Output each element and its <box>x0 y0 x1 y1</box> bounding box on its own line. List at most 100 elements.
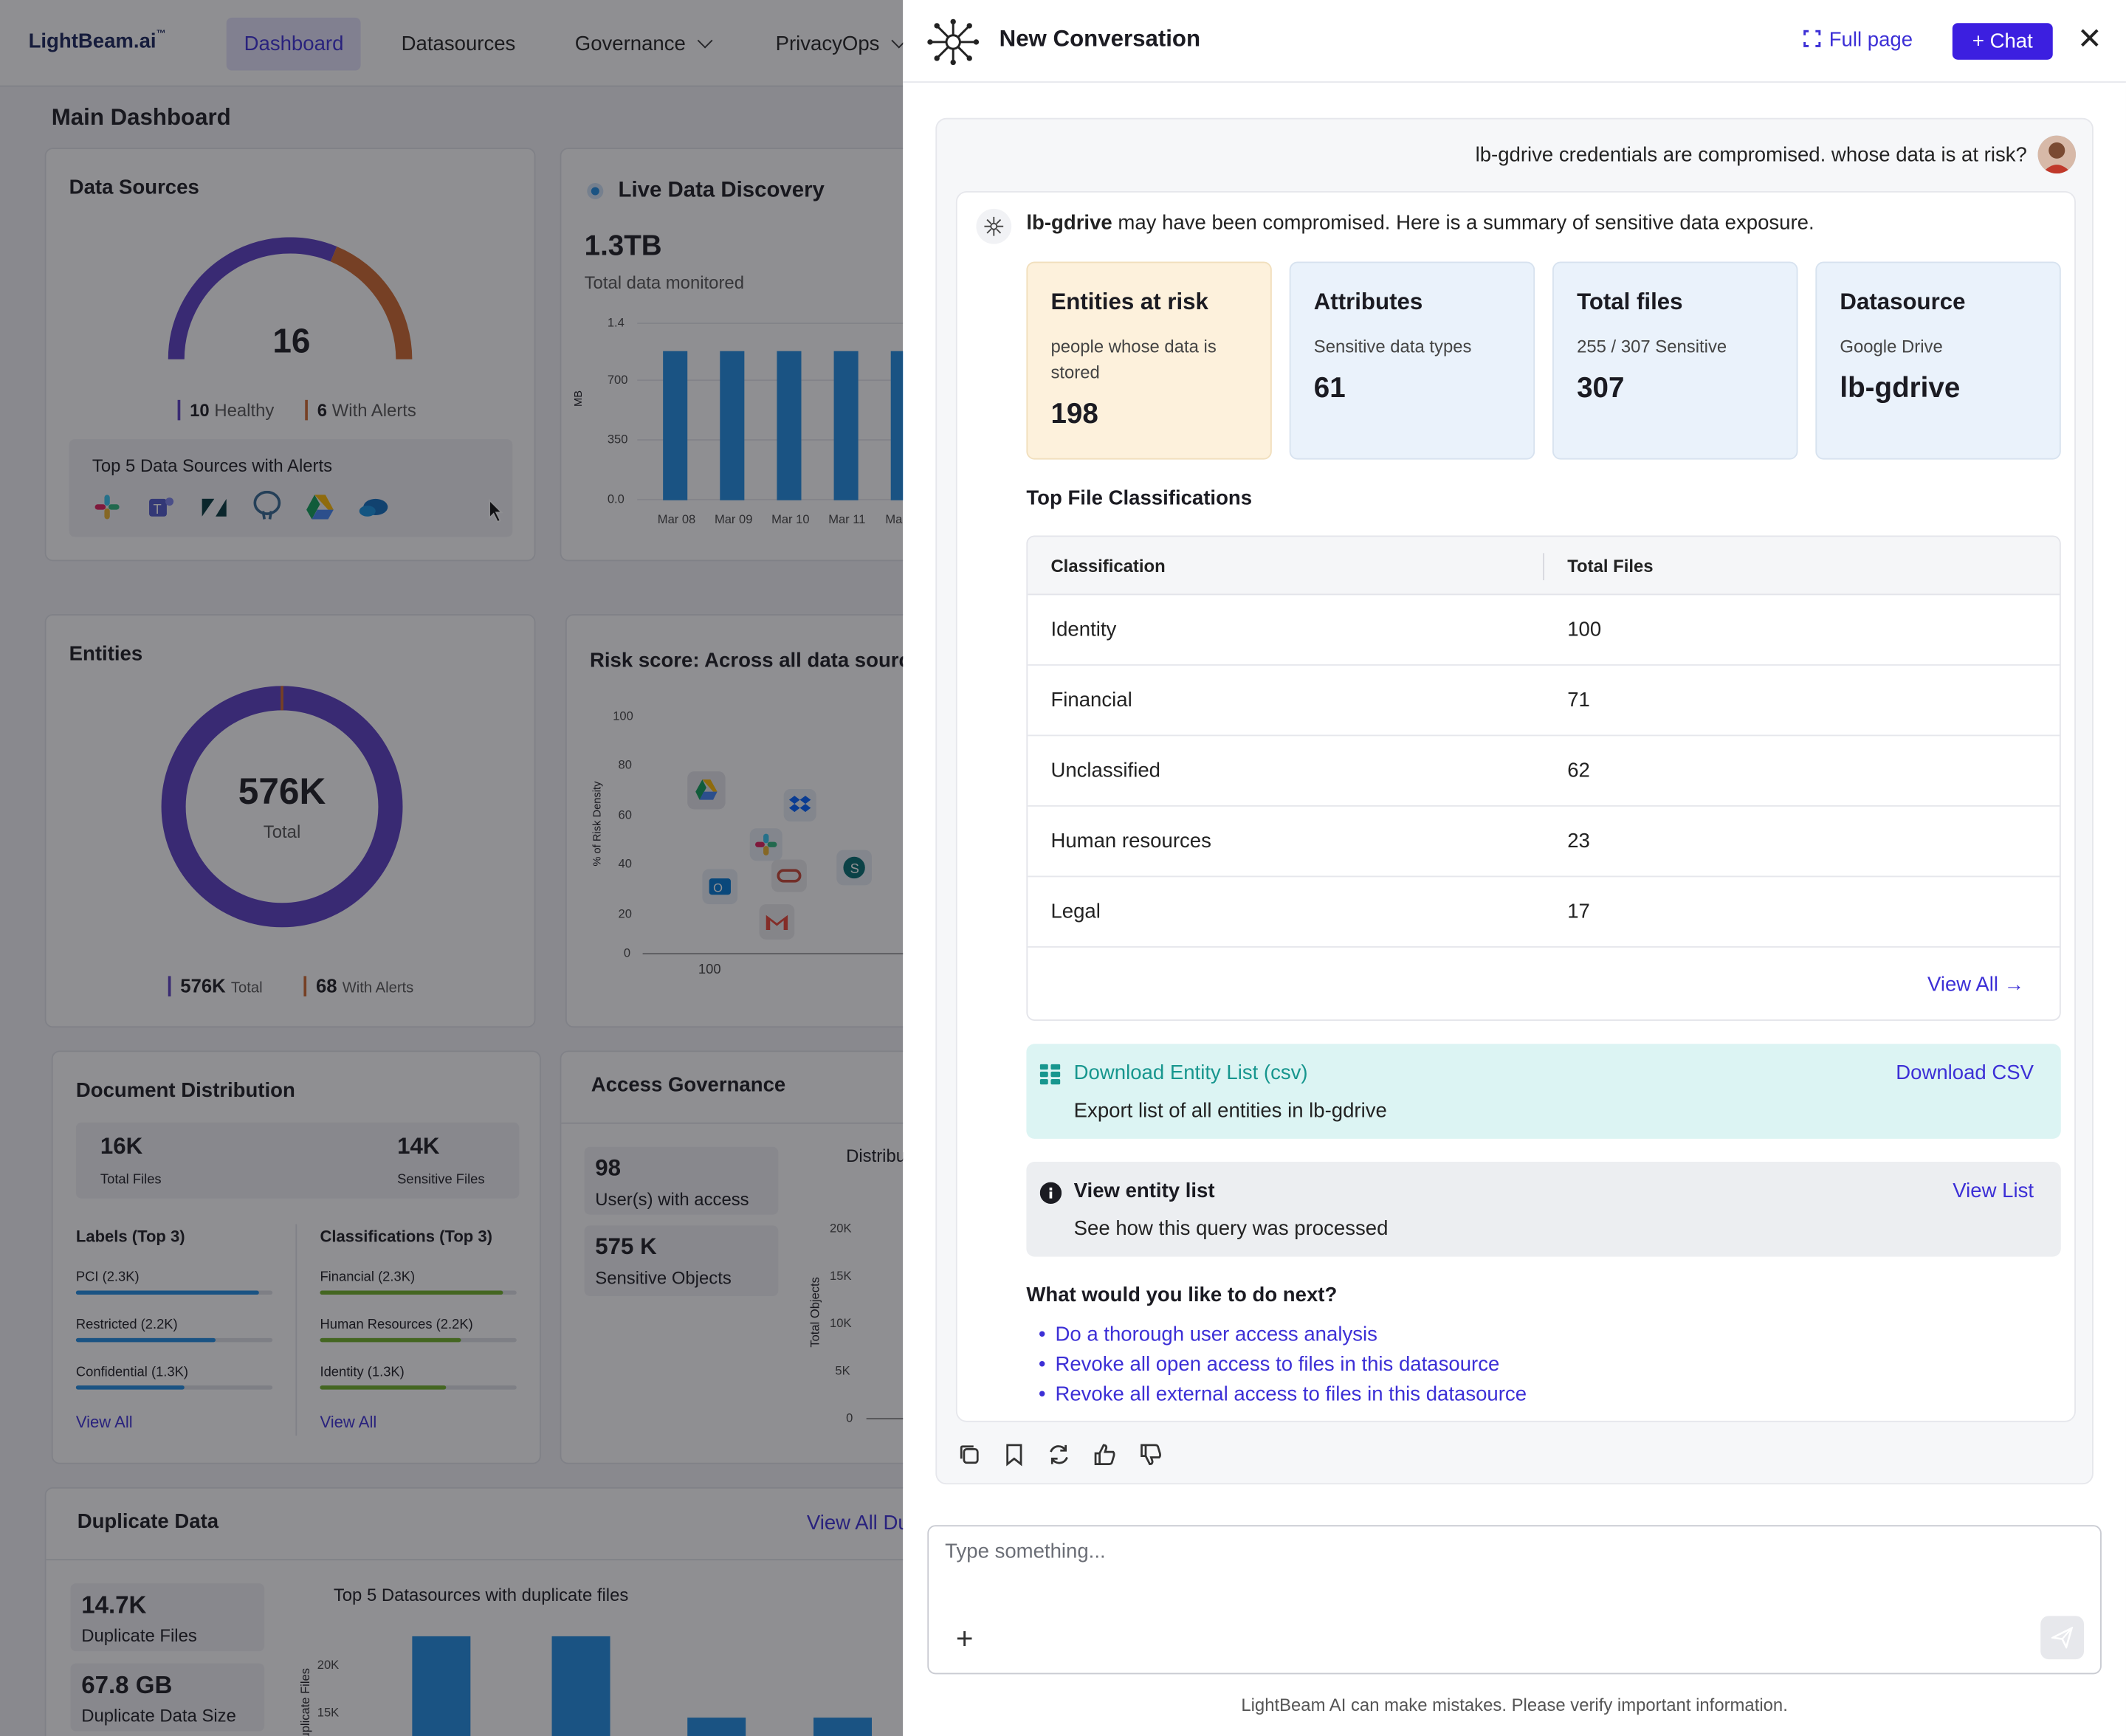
lightbeam-ai-icon <box>927 18 980 66</box>
table-row: Financial 71 <box>1028 666 2060 737</box>
labels-title: Labels (Top 3) <box>75 1227 185 1246</box>
card-title: Access Governance <box>591 1073 786 1097</box>
plus-icon: + <box>1972 30 1990 53</box>
gmail-icon[interactable] <box>759 904 795 940</box>
live-bar <box>777 351 802 500</box>
y-tick-label: 100 <box>613 709 633 723</box>
classifications-heading: Top File Classifications <box>1026 486 1253 510</box>
access-governance-card[interactable]: Access Governance 98 User(s) with access… <box>560 1050 975 1464</box>
x-tick-label: Mar 11 <box>828 512 866 526</box>
nav-privacyops[interactable]: PrivacyOps <box>758 18 922 71</box>
progress-label: Identity (1.3K) <box>320 1365 405 1380</box>
lightbeam-logo[interactable]: LightBeam.ai™ <box>28 30 166 53</box>
stat-entities-at-risk: Entities at risk people whose data is st… <box>1026 261 1272 460</box>
bookmark-icon[interactable] <box>1000 1441 1028 1468</box>
google-drive-icon[interactable] <box>687 771 726 810</box>
copy-icon[interactable] <box>956 1441 983 1468</box>
stat-datasource: Datasource Google Drive lb-gdrive <box>1815 261 2061 460</box>
outlook-icon[interactable]: O <box>702 869 738 905</box>
next-steps-list: Do a thorough user access analysis Revok… <box>1039 1320 1527 1410</box>
progress-bar <box>320 1337 517 1343</box>
card-title: Risk score: Across all data source <box>589 649 922 673</box>
suggestion-user-access-analysis[interactable]: Do a thorough user access analysis <box>1039 1320 1527 1350</box>
y-tick-label: 0 <box>846 1411 853 1425</box>
column-header-total-files[interactable]: Total Files <box>1567 556 1654 576</box>
modal-backdrop[interactable] <box>0 0 904 1736</box>
page-title: Main Dashboard <box>51 104 231 131</box>
classifications-view-all-link[interactable]: View All <box>320 1412 377 1432</box>
progress-bar <box>75 1385 273 1390</box>
live-bar <box>663 351 688 500</box>
new-chat-button[interactable]: + Chat <box>1952 23 2053 60</box>
progress-label: Confidential (1.3K) <box>75 1365 188 1380</box>
y-tick-label: 0 <box>623 946 631 960</box>
y-tick-label: 60 <box>618 807 632 822</box>
svg-text:O: O <box>713 881 723 895</box>
labels-view-all-link[interactable]: View All <box>75 1412 133 1432</box>
entities-alerts-legend: 68 With Alerts <box>303 975 413 996</box>
view-list-button[interactable]: View List <box>1953 1179 2034 1203</box>
progress-label: Financial (2.3K) <box>320 1270 416 1286</box>
live-bar <box>720 351 745 500</box>
progress-bar <box>75 1290 273 1295</box>
live-discovery-card[interactable]: Live Data Discovery 1.3TB Total data mon… <box>560 148 977 562</box>
nav-datasources[interactable]: Datasources <box>401 32 516 56</box>
suggestion-revoke-external-access[interactable]: Revoke all external access to files in t… <box>1039 1380 1527 1410</box>
thumbs-up-icon[interactable] <box>1092 1441 1119 1468</box>
duplicate-data-card[interactable]: Duplicate Data View All Du 14.7K Duplica… <box>44 1487 996 1736</box>
close-icon[interactable]: ✕ <box>2077 21 2102 56</box>
entities-card[interactable]: Entities 576K Total 576K Total 68 With A… <box>44 614 536 1028</box>
table-view-all-link[interactable]: View All → <box>1927 973 2025 996</box>
duplicate-size: 67.8 GB Duplicate Data Size <box>70 1663 265 1732</box>
data-sources-card[interactable]: Data Sources 16 10 Healthy 6 With Alerts… <box>44 148 536 562</box>
card-title: Duplicate Data <box>77 1510 219 1534</box>
sensitive-objects: 575 K Sensitive Objects <box>584 1225 779 1296</box>
svg-text:T: T <box>154 501 162 517</box>
suggestion-revoke-open-access[interactable]: Revoke all open access to files in this … <box>1039 1350 1527 1380</box>
assistant-icon <box>976 208 1012 244</box>
mouse-cursor-icon <box>489 498 503 523</box>
entities-total-label: Total <box>263 822 301 842</box>
sensitive-files-label: Sensitive Files <box>397 1172 485 1188</box>
google-drive-icon[interactable] <box>305 494 334 521</box>
nav-governance[interactable]: Governance <box>557 18 728 71</box>
full-page-button[interactable]: Full page <box>1803 29 1913 52</box>
table-header: Classification Total Files <box>1028 537 2060 596</box>
user-message: lb-gdrive credentials are compromised. w… <box>1475 143 2027 167</box>
regenerate-icon[interactable] <box>1045 1441 1073 1468</box>
document-distribution-card[interactable]: Document Distribution 16K Total Files 14… <box>51 1050 541 1464</box>
card-title: Entities <box>69 642 143 666</box>
teams-icon[interactable]: T <box>146 494 176 521</box>
sharepoint-icon[interactable]: S <box>836 850 872 886</box>
oracle-icon[interactable] <box>771 859 807 892</box>
column-header-classification[interactable]: Classification <box>1050 556 1166 576</box>
assistant-response: lb-gdrive may have been compromised. Her… <box>955 190 2076 1422</box>
duplicate-view-all-link[interactable]: View All Du <box>806 1511 909 1535</box>
send-button[interactable] <box>2040 1616 2085 1660</box>
dropbox-icon[interactable] <box>783 788 816 822</box>
zendesk-icon[interactable] <box>199 494 229 521</box>
y-tick-label: 20K <box>830 1221 852 1236</box>
thumbs-down-icon[interactable] <box>1138 1441 1165 1468</box>
slack-icon[interactable] <box>749 828 782 861</box>
nav-dashboard[interactable]: Dashboard <box>226 17 362 71</box>
message-input[interactable] <box>945 1540 2003 1563</box>
alerts-legend: 6 With Alerts <box>305 399 416 421</box>
slack-icon[interactable] <box>94 494 121 521</box>
duplicate-bar <box>551 1636 610 1736</box>
attach-plus-icon[interactable]: + <box>955 1621 974 1656</box>
total-files-cell: 23 <box>1567 830 1590 853</box>
users-with-access: 98 User(s) with access <box>584 1146 779 1215</box>
top-sources-label: Top 5 Data Sources with Alerts <box>92 455 333 476</box>
table-row: Identity 100 <box>1028 595 2060 666</box>
progress-label: Human Resources (2.2K) <box>320 1318 473 1333</box>
postgresql-icon[interactable] <box>252 490 282 520</box>
x-tick-label: Ma <box>885 512 903 526</box>
download-csv-button[interactable]: Download CSV <box>1896 1061 2034 1085</box>
onedrive-icon[interactable] <box>358 496 391 517</box>
progress-bar <box>320 1290 517 1295</box>
total-files-cell: 17 <box>1567 900 1590 923</box>
progress-bar <box>320 1385 517 1390</box>
classifications-title: Classifications (Top 3) <box>320 1227 492 1246</box>
entities-donut <box>161 686 403 928</box>
